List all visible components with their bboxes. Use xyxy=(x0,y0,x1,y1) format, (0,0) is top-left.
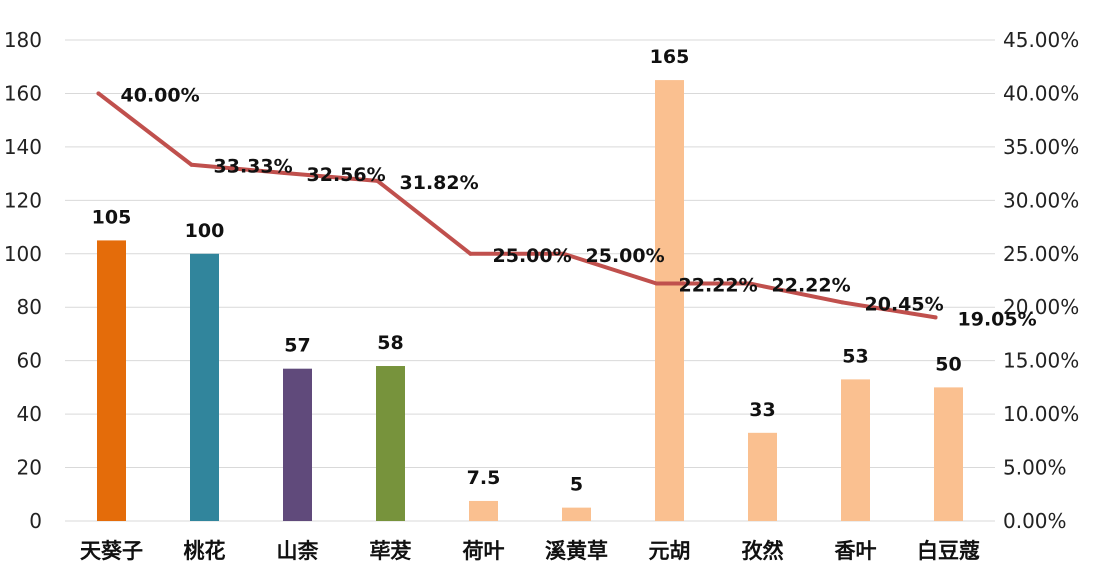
left-y-tick-label: 100 xyxy=(4,242,42,266)
line-data-label: 31.82% xyxy=(400,172,479,194)
left-y-tick-label: 20 xyxy=(17,456,42,480)
bar xyxy=(190,253,219,521)
bar xyxy=(748,432,777,521)
left-y-tick-label: 120 xyxy=(4,188,42,212)
line-data-label: 19.05% xyxy=(958,308,1037,330)
line-point xyxy=(654,281,659,286)
x-category-label: 天葵子 xyxy=(80,539,143,563)
left-y-tick-label: 80 xyxy=(17,295,42,319)
left-y-tick-label: 40 xyxy=(17,402,42,426)
bar xyxy=(97,240,126,521)
left-y-tick-label: 140 xyxy=(4,135,42,159)
right-y-tick-label: 0.00% xyxy=(1003,509,1067,533)
line-data-label: 22.22% xyxy=(772,274,851,296)
left-y-tick-label: 0 xyxy=(29,509,42,533)
line-data-labels: 40.00% 33.33% 32.56% 31.82% 25.00% 25.00% 22.2… xyxy=(121,84,1037,330)
bar xyxy=(283,368,312,521)
line-series xyxy=(96,91,938,320)
line-point xyxy=(468,251,473,256)
bar xyxy=(655,80,684,521)
bar-data-label: 53 xyxy=(842,345,868,367)
bar xyxy=(934,387,963,521)
x-category-label: 元胡 xyxy=(649,539,691,563)
line-point xyxy=(189,162,194,167)
line-point xyxy=(933,315,938,320)
line-series-path xyxy=(96,91,938,320)
line-data-label: 20.45% xyxy=(865,293,944,315)
x-category-label: 孜然 xyxy=(742,539,784,563)
line-data-label: 25.00% xyxy=(493,245,572,267)
left-y-tick-label: 160 xyxy=(4,81,42,105)
x-category-label: 香叶 xyxy=(835,539,877,563)
left-y-tick-label: 180 xyxy=(4,28,42,52)
x-category-label: 桃花 xyxy=(184,539,226,563)
line-point xyxy=(282,170,287,175)
right-y-tick-label: 30.00% xyxy=(1003,188,1079,212)
x-category-label: 荷叶 xyxy=(463,539,505,563)
bar-data-label: 58 xyxy=(377,332,403,354)
right-y-axis: 0.00% 5.00% 10.00% 15.00% 20.00% 25.00% 30.00%… xyxy=(1003,28,1079,533)
x-category-label: 溪黄草 xyxy=(545,539,608,563)
bar xyxy=(376,366,405,521)
x-axis: 天葵子 桃花 山柰 荜茇 荷叶 溪黄草 元胡 孜然 香叶 白豆蔻 xyxy=(80,539,980,563)
bar-data-label: 7.5 xyxy=(467,467,501,489)
line-point xyxy=(840,300,845,305)
line-data-label: 33.33% xyxy=(214,156,293,178)
bar-data-label: 57 xyxy=(284,335,310,357)
x-category-label: 白豆蔻 xyxy=(917,539,980,563)
line-point xyxy=(747,281,752,286)
line-data-label: 40.00% xyxy=(121,84,200,106)
x-category-label: 山柰 xyxy=(277,539,319,563)
right-y-tick-label: 20.00% xyxy=(1003,295,1079,319)
right-y-tick-label: 15.00% xyxy=(1003,349,1079,373)
line-data-label: 32.56% xyxy=(307,164,386,186)
bar-data-label: 33 xyxy=(749,399,775,421)
bar-data-label: 105 xyxy=(92,206,132,228)
line-data-label: 25.00% xyxy=(586,245,665,267)
bar-data-labels: 105 100 57 58 7.5 5 165 33 53 50 xyxy=(92,46,962,496)
line-point xyxy=(96,91,101,96)
right-y-tick-label: 25.00% xyxy=(1003,242,1079,266)
x-category-label: 荜茇 xyxy=(370,539,412,563)
bar-data-label: 165 xyxy=(650,46,690,68)
right-y-tick-label: 45.00% xyxy=(1003,28,1079,52)
line-point xyxy=(375,178,380,183)
bar-data-label: 5 xyxy=(570,474,583,496)
right-y-tick-label: 10.00% xyxy=(1003,402,1079,426)
left-y-axis: 0 20 40 60 80 100 120 140 160 180 xyxy=(4,28,42,533)
left-y-tick-label: 60 xyxy=(17,349,42,373)
bar-series xyxy=(97,80,963,521)
line-data-label: 22.22% xyxy=(679,274,758,296)
bar-data-label: 100 xyxy=(185,220,225,242)
line-point xyxy=(561,251,566,256)
bar xyxy=(562,507,591,521)
bar xyxy=(469,500,498,521)
right-y-tick-label: 35.00% xyxy=(1003,135,1079,159)
right-y-tick-label: 40.00% xyxy=(1003,81,1079,105)
right-y-tick-label: 5.00% xyxy=(1003,456,1067,480)
bar xyxy=(841,379,870,521)
bar-data-label: 50 xyxy=(935,353,961,375)
